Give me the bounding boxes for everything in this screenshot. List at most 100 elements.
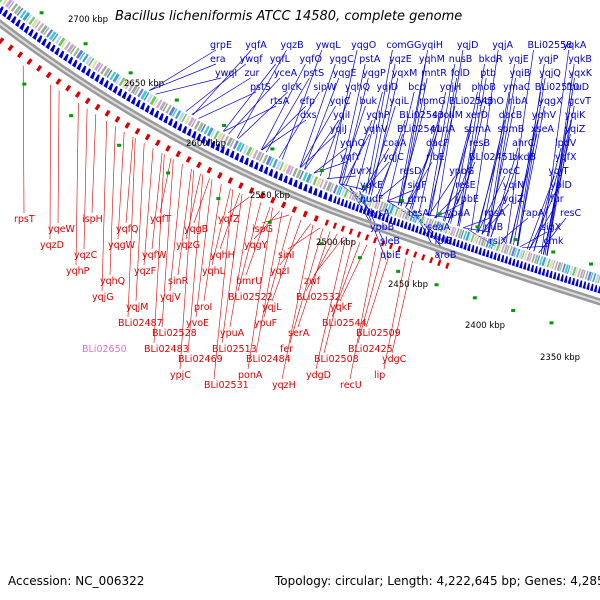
reverse-gene-label: sinR <box>168 276 189 287</box>
reverse-gene-arrow <box>340 225 346 232</box>
cog-stripe <box>75 49 84 59</box>
rna-marker <box>22 82 27 86</box>
forward-gene-label: resA <box>408 208 429 219</box>
forward-gene-arrow <box>41 38 47 47</box>
forward-gene-label: ypbB <box>370 222 394 233</box>
rna-marker <box>589 262 594 266</box>
forward-gene-arrow <box>2 9 8 18</box>
forward-leader-line <box>463 227 491 233</box>
forward-gene-arrow <box>121 91 127 100</box>
forward-gene-label: BLi02543 <box>399 110 444 121</box>
reverse-gene-arrow <box>94 103 101 111</box>
kbp-label: 2450 kbp <box>388 280 428 290</box>
forward-leader-line <box>398 63 426 206</box>
cog-stripe <box>503 244 509 254</box>
forward-leader-line <box>457 63 485 227</box>
forward-leader-line <box>355 91 383 190</box>
reverse-gene-label: yvoE <box>186 318 209 329</box>
cog-stripe <box>309 174 315 184</box>
forward-gene-arrow <box>403 221 408 230</box>
forward-leader-line <box>542 133 571 255</box>
cog-stripe <box>131 84 139 94</box>
forward-leader-line <box>516 63 545 247</box>
reverse-gene-arrow <box>124 121 131 129</box>
cog-stripe <box>523 251 529 261</box>
rna-marker <box>362 185 367 189</box>
cog-stripe <box>210 128 216 138</box>
reverse-leader-line <box>297 231 331 328</box>
cog-stripe <box>49 31 57 41</box>
cog-stripe <box>406 211 412 221</box>
reverse-gene-label: yqfQ <box>116 224 138 235</box>
forward-gene-arrow <box>548 270 553 279</box>
cog-stripe <box>467 232 472 242</box>
reverse-leader-line <box>177 168 192 276</box>
forward-gene-arrow <box>496 253 501 262</box>
forward-leader-line <box>425 214 453 219</box>
reverse-gene-arrow <box>185 156 192 163</box>
reverse-gene-label: yqgB <box>184 224 208 235</box>
forward-gene-arrow <box>112 85 118 94</box>
forward-leader-line <box>299 63 336 168</box>
forward-leader-line <box>481 203 510 235</box>
cog-stripe <box>187 117 195 127</box>
cog-stripe <box>115 75 122 84</box>
cog-stripe <box>162 103 169 112</box>
cog-stripe <box>245 146 253 156</box>
cog-stripe <box>361 194 366 204</box>
forward-leader-line <box>411 119 439 210</box>
forward-gene-label: pstA <box>359 54 381 65</box>
reverse-leader-line <box>261 214 290 224</box>
forward-gene-label: resB <box>469 138 490 149</box>
gene-features-layer <box>0 0 600 325</box>
forward-gene-arrow <box>459 241 464 249</box>
forward-gene-arrow <box>355 204 359 212</box>
cog-stripe <box>508 246 513 256</box>
forward-gene-arrow <box>396 218 400 227</box>
forward-gene-label: BLi02558 <box>528 40 573 51</box>
reverse-leader-line <box>315 237 347 370</box>
forward-gene-arrow <box>422 228 426 236</box>
forward-gene-label: sleB <box>380 236 400 247</box>
forward-leader-line <box>522 245 550 249</box>
cog-stripe <box>106 69 113 79</box>
forward-gene-label: yqzB <box>281 40 304 51</box>
reverse-leader-line <box>203 183 222 302</box>
cog-stripe <box>404 210 410 220</box>
forward-gene-arrow <box>6 12 13 21</box>
reverse-gene-arrow <box>302 210 308 218</box>
forward-leader-line <box>304 119 340 170</box>
forward-gene-label: rtsA <box>270 96 290 107</box>
forward-gene-label: yceA <box>274 68 298 79</box>
kbp-label: 2400 kbp <box>465 321 505 331</box>
forward-gene-label: yqjZ <box>503 194 524 205</box>
reverse-leader-line <box>339 244 368 302</box>
forward-gene-label: bcd <box>408 82 425 93</box>
forward-gene-arrow <box>80 65 87 74</box>
forward-gene-arrow <box>370 209 374 218</box>
rna-marker <box>69 114 74 118</box>
rna-marker <box>319 242 324 246</box>
forward-gene-label: bkdB <box>512 152 536 163</box>
reverse-gene-arrow <box>248 187 255 194</box>
cog-stripe <box>28 16 36 25</box>
reverse-gene-label: BLi02425 <box>348 344 393 355</box>
cog-stripe <box>112 73 120 83</box>
forward-gene-label: BLi02510 <box>535 82 580 93</box>
cog-stripe <box>299 170 305 180</box>
reverse-gene-label: BLi02522 <box>228 292 273 303</box>
rna-marker <box>117 143 122 147</box>
forward-gene-arrow <box>448 237 453 245</box>
cog-stripe <box>551 260 556 270</box>
cog-stripe <box>88 57 95 67</box>
reverse-gene-label: yqzI <box>270 266 289 277</box>
cog-stripe <box>178 111 185 122</box>
forward-gene-arrow <box>288 177 293 186</box>
forward-gene-arrow <box>437 233 441 241</box>
forward-gene-label: yqhP <box>366 110 390 121</box>
forward-gene-arrow <box>362 206 367 215</box>
forward-leader-line <box>398 105 426 206</box>
reverse-leader-line <box>255 211 283 354</box>
forward-gene-arrow <box>224 148 230 157</box>
forward-gene-label: yqfL <box>270 54 291 65</box>
